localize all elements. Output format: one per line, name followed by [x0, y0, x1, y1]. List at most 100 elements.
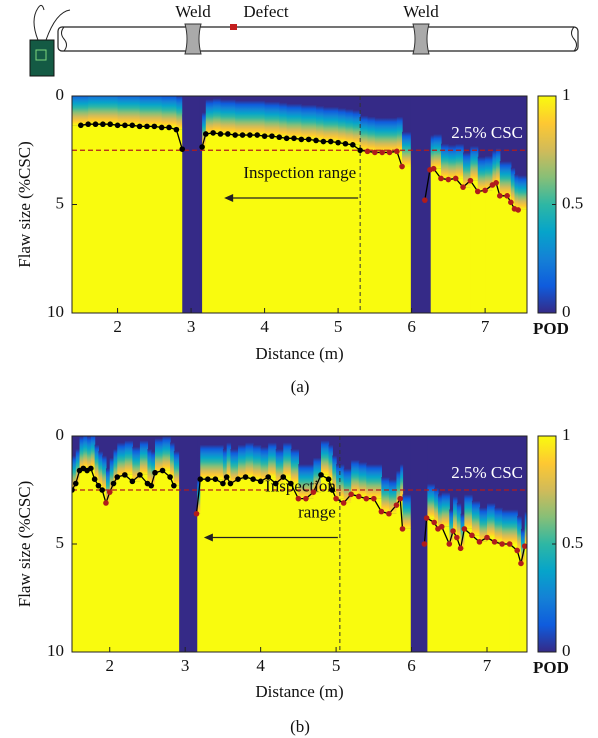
flaw-point: [438, 175, 444, 182]
flaw-point: [305, 136, 312, 143]
pod-detected: [485, 190, 494, 313]
pod-detected: [155, 472, 164, 652]
pod-detected: [242, 135, 251, 313]
defect-mark: [230, 24, 237, 30]
pod-gradient: [437, 494, 443, 529]
flaw-point: [217, 131, 224, 137]
pod-detected: [124, 125, 133, 313]
flaw-point: [394, 148, 400, 155]
pod-gradient: [290, 448, 299, 484]
pod-gradient: [113, 448, 118, 484]
flaw-point: [72, 487, 75, 493]
pod-detected: [518, 209, 527, 313]
flaw-point: [499, 541, 505, 547]
flaw-point: [335, 139, 341, 146]
pod-gradient: [117, 442, 126, 478]
pod-detected: [471, 535, 481, 652]
pod-detected: [499, 195, 508, 313]
pod-gradient: [95, 96, 104, 125]
pod-detected: [102, 124, 111, 313]
flaw-point: [257, 478, 264, 485]
flaw-point: [497, 193, 503, 199]
flaw-point: [386, 510, 392, 517]
colorbar-tick-label: 1: [562, 425, 571, 444]
pod-gradient: [147, 448, 152, 484]
pod-gradient: [455, 143, 464, 179]
flaw-point: [223, 474, 230, 480]
flaw-point: [122, 472, 128, 478]
pod-gradient: [94, 444, 100, 480]
flaw-point: [423, 515, 430, 521]
pod-detected: [360, 150, 369, 313]
flaw-point: [288, 480, 294, 487]
pod-gradient: [215, 444, 224, 480]
y-axis-label: Flaw size (%CSC): [15, 141, 34, 268]
x-tick-label: 4: [260, 317, 269, 336]
schematic: Weld Defect Weld: [29, 2, 579, 77]
pod-gradient: [338, 107, 347, 143]
pod-gradient: [456, 502, 462, 538]
pod-detected: [220, 133, 229, 313]
pod-detected: [496, 182, 501, 313]
pod-gradient: [161, 96, 170, 128]
pod-gradient: [517, 515, 522, 551]
pod-gradient: [268, 442, 277, 478]
pod-gradient: [477, 156, 486, 192]
pod-gradient: [132, 96, 141, 126]
pod-gradient: [249, 100, 258, 136]
flaw-point: [199, 144, 205, 150]
flaw-point: [129, 122, 136, 129]
x-axis-label: Distance (m): [255, 682, 343, 701]
pod-detected: [510, 202, 516, 313]
flaw-point: [340, 500, 347, 506]
pod-detected: [88, 124, 97, 313]
flaw-point: [476, 539, 483, 545]
pod-detected: [105, 502, 111, 652]
flaw-point: [235, 476, 241, 483]
cable: [33, 4, 71, 41]
x-tick-label: 5: [334, 317, 343, 336]
pod-gradient: [518, 175, 527, 210]
pod-gradient: [146, 96, 155, 127]
flaw-point: [493, 180, 499, 186]
pod-detected: [72, 490, 77, 652]
pod-gradient: [360, 115, 369, 151]
pod-gradient: [323, 106, 332, 142]
y-axis-label: Flaw size (%CSC): [15, 481, 34, 608]
pod-detected: [517, 550, 522, 652]
flaw-point: [313, 137, 319, 144]
pod-gradient: [366, 464, 375, 499]
pod-detected: [453, 531, 458, 652]
flaw-point: [504, 193, 510, 199]
pod-gradient: [202, 112, 207, 147]
pod-detected: [226, 477, 232, 652]
pod-detected: [235, 135, 244, 313]
pod-detected: [202, 146, 207, 313]
flaw-point: [460, 184, 466, 190]
pod-detected: [151, 485, 156, 652]
pod-detected: [440, 178, 449, 313]
pod-gradient: [200, 444, 209, 480]
pipe-break: [61, 26, 577, 52]
pod-gradient: [429, 135, 435, 170]
flaw-point: [454, 534, 460, 541]
flaw-point: [92, 121, 99, 128]
pod-detected: [374, 152, 383, 313]
x-tick-label: 4: [256, 656, 265, 675]
flaw-point: [91, 476, 98, 483]
pod-detected: [298, 498, 307, 652]
pod-gradient: [426, 483, 435, 519]
flaw-point: [371, 495, 377, 502]
y-tick-label: 5: [56, 193, 65, 212]
label-defect: Defect: [243, 2, 289, 21]
flaw-point: [103, 500, 109, 506]
pod-gradient: [485, 155, 494, 191]
flaw-point: [85, 121, 91, 128]
arrow-head: [224, 193, 234, 202]
pod-detected: [146, 126, 155, 313]
pod-detected: [162, 470, 171, 652]
pod-detected: [268, 477, 277, 652]
pod-gradient: [286, 103, 295, 139]
flaw-point: [474, 188, 481, 195]
